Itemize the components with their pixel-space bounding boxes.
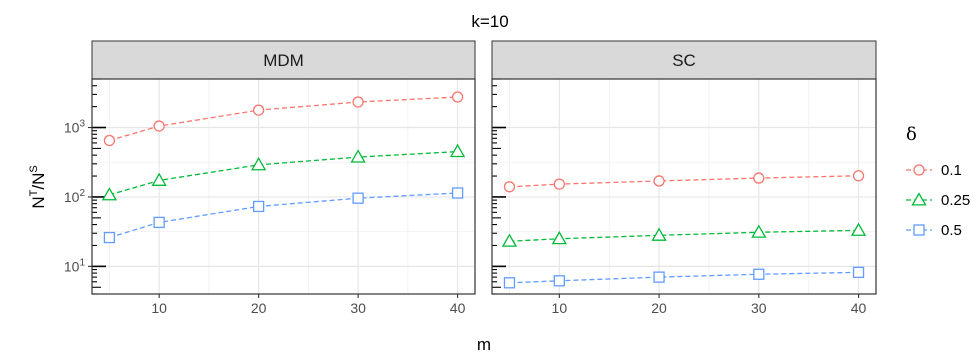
legend-key [913,224,925,236]
panel-sc: SC 10 20 30 40 [491,40,877,316]
panel-border [491,78,877,295]
data-point [251,157,267,171]
data-point [449,143,466,158]
x-tick-label: 20 [251,300,267,316]
y-tick-label: 101 [64,257,86,274]
data-point [103,231,116,244]
data-point [503,181,516,193]
data-point [551,230,567,245]
strip-label: MDM [263,51,304,70]
legend-label: 0.5 [941,222,962,239]
x-tick-label: 20 [651,300,667,316]
data-point [151,172,167,186]
x-tick-label: 30 [751,300,767,316]
data-point [352,96,364,108]
data-point [350,149,366,163]
data-point [501,233,518,247]
panel-background [92,79,475,294]
data-point [103,134,116,147]
data-point [553,275,565,287]
x-tick-label: 10 [552,300,568,316]
x-axis-title: m [477,335,491,354]
x-tick-label: 40 [851,300,867,316]
x-tick-label: 40 [450,300,466,316]
panel-background [492,79,876,294]
data-point [753,172,765,184]
data-point [352,192,364,204]
panel-border [91,78,476,295]
data-point [101,187,118,201]
x-tick-label: 30 [350,300,366,316]
data-point [753,268,765,280]
data-point [451,187,464,199]
legend-label: 0.25 [941,192,970,209]
data-point [153,120,165,132]
data-point [252,104,265,116]
series-line-0.1 [509,175,859,188]
legend-title: δ [906,124,917,145]
series-line-0.5 [509,271,859,284]
y-tick-label: 103 [64,119,86,136]
data-point [252,200,265,213]
data-point [852,266,865,279]
legend-key [913,164,925,176]
legend-label: 0.1 [941,162,962,179]
strip-background [491,40,877,80]
chart-title: k=10 [471,12,508,31]
data-point [751,224,767,238]
series-line-0.25 [509,229,859,242]
data-point [153,216,165,229]
data-point [653,175,665,187]
y-axis-title: NT/NS [28,165,48,208]
panel-mdm: MDM 10 20 30 40 [91,40,476,316]
strip-label: SC [672,51,696,70]
legend-key [911,192,927,206]
data-point [651,227,667,241]
data-point [553,178,565,190]
data-point [653,271,665,283]
y-tick-label: 102 [64,188,86,205]
strip-background [91,40,476,80]
data-point [852,170,865,182]
x-tick-label: 10 [151,300,167,316]
data-point [451,91,464,103]
data-point [850,222,867,236]
data-point [503,277,516,289]
legend: δ 0.1 0.25 0.5 [906,124,970,239]
